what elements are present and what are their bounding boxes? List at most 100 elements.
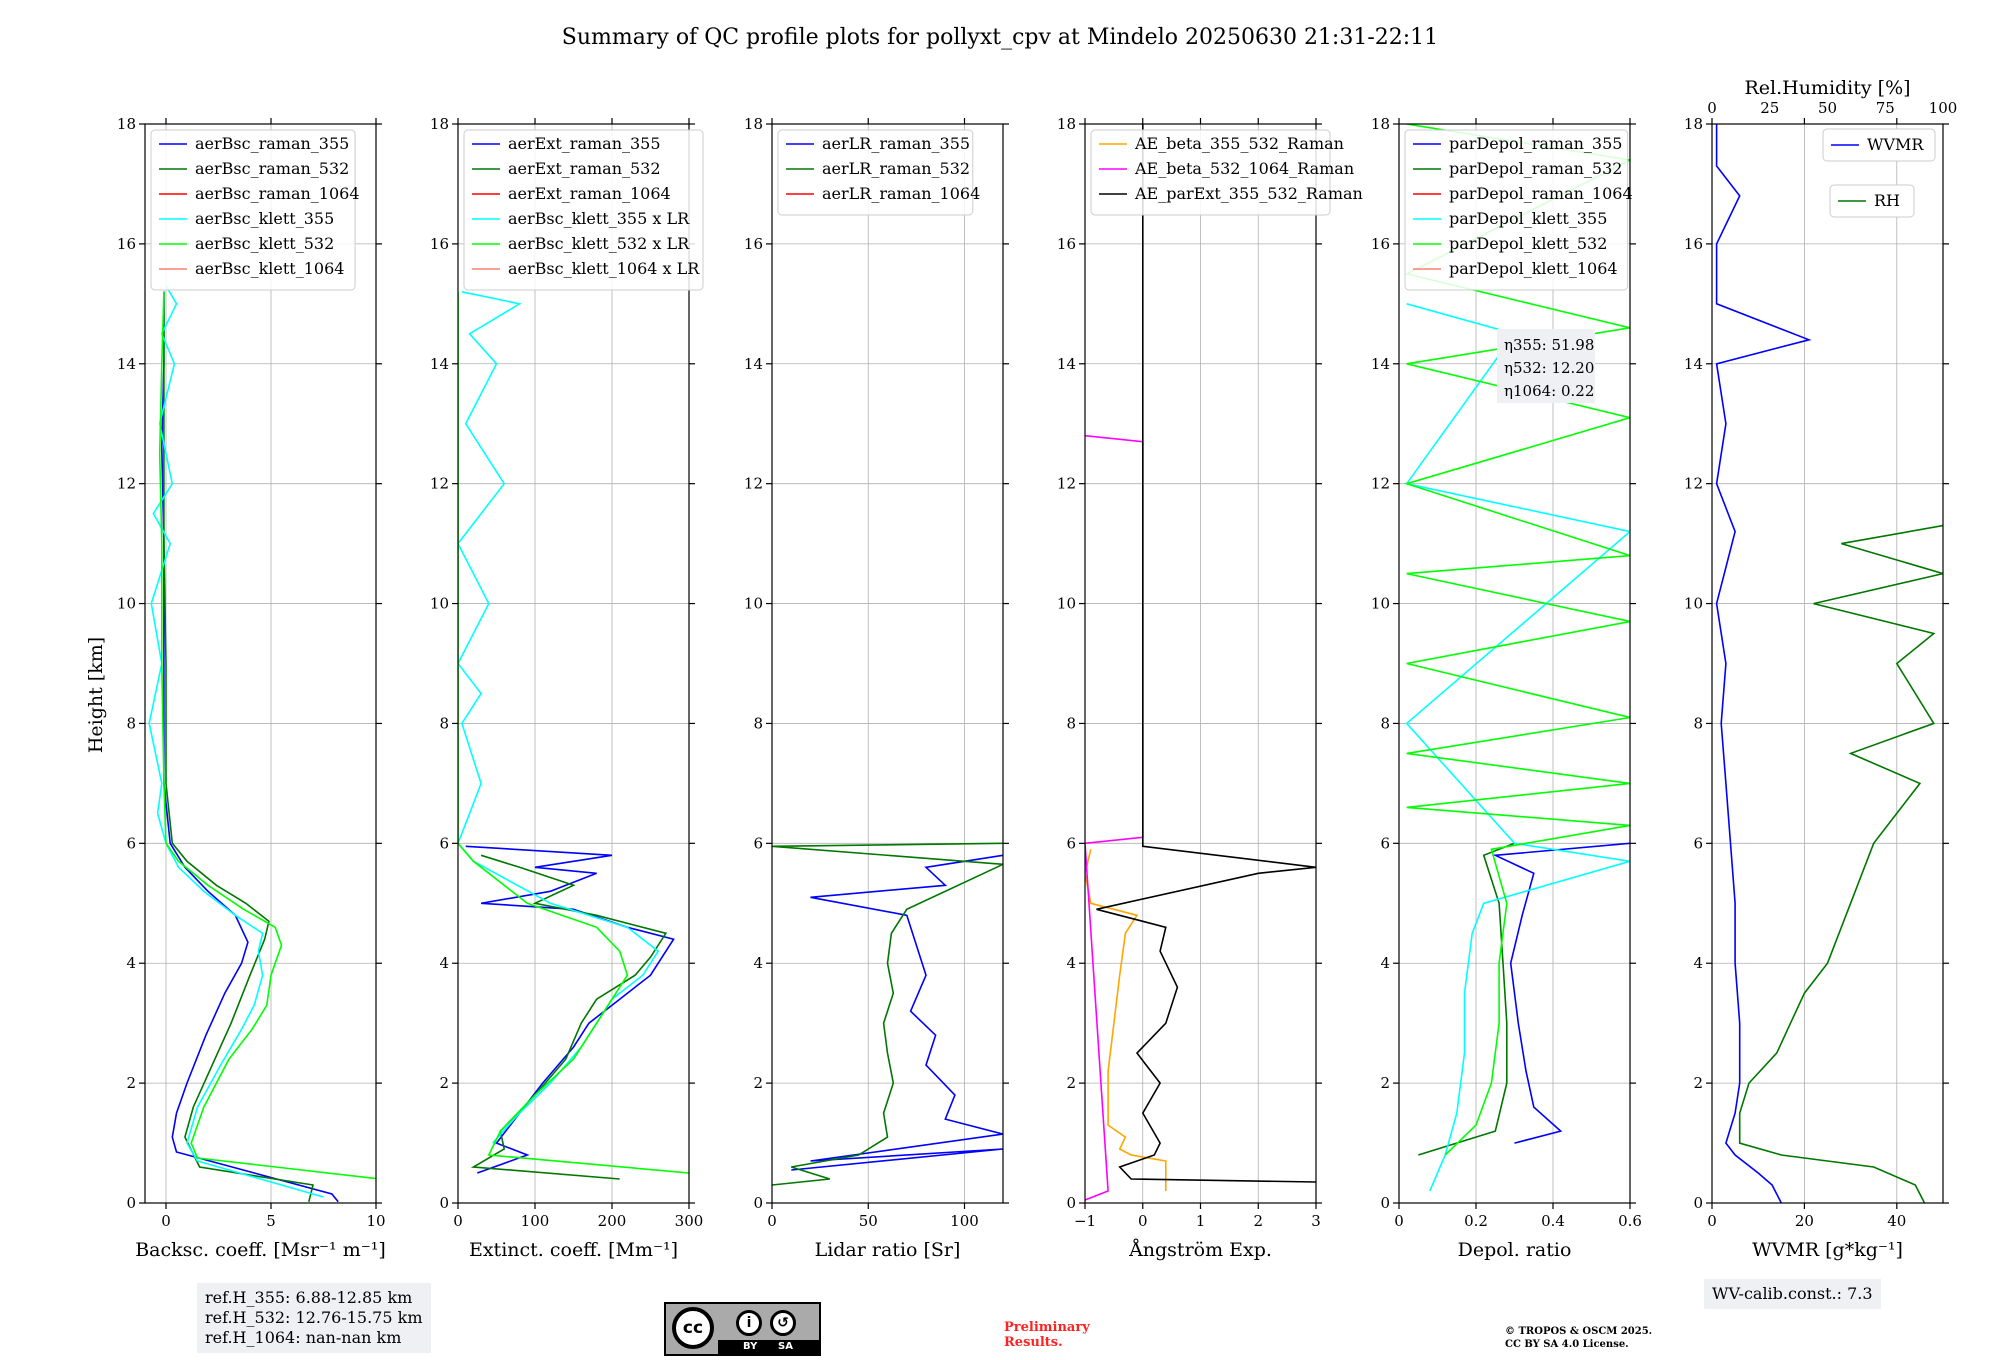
x-tick-label: 50: [859, 1212, 878, 1230]
legend-entry: aerBsc_klett_532: [195, 234, 334, 253]
y-tick-label: 2: [126, 1074, 136, 1092]
y-tick-label: 8: [1066, 714, 1076, 732]
top-axis-label: Rel.Humidity [%]: [1744, 77, 1910, 99]
y-tick-label: 10: [117, 595, 136, 613]
legend-entry: RH: [1874, 191, 1900, 210]
y-tick-label: 2: [753, 1074, 763, 1092]
sa-label: SA: [778, 1341, 793, 1352]
copyright-line-1: © TROPOS & OSCM 2025.: [1505, 1326, 1653, 1337]
y-tick-label: 18: [744, 115, 763, 133]
x-tick-label: 20: [1795, 1212, 1814, 1230]
top-tick-label: 50: [1818, 99, 1837, 117]
legend-entry: WVMR: [1867, 135, 1924, 154]
y-tick-label: 2: [1380, 1074, 1390, 1092]
y-tick-label: 6: [753, 834, 763, 852]
y-tick-label: 16: [430, 235, 449, 253]
y-tick-label: 18: [1057, 115, 1076, 133]
series-line-aerbsc-klett-355: [148, 285, 324, 1198]
plot-frame: [457, 123, 690, 1204]
y-tick-label: 10: [1684, 595, 1703, 613]
copyright-line-2: CC BY SA 4.0 License.: [1505, 1339, 1629, 1350]
x-tick-label: 0: [453, 1212, 463, 1230]
legend-entry: aerBsc_raman_1064: [195, 184, 360, 203]
x-axis-label: Depol. ratio: [1458, 1239, 1572, 1261]
y-tick-label: 12: [744, 475, 763, 493]
share-alike-icon: ↺: [770, 1310, 796, 1336]
x-tick-label: 40: [1887, 1212, 1906, 1230]
legend-entry: aerLR_raman_532: [822, 159, 970, 178]
y-tick-label: 14: [1684, 355, 1703, 373]
legend-entry: parDepol_klett_1064: [1449, 259, 1618, 278]
annotation-box: [1497, 329, 1595, 403]
series-line-aerbsc-klett-355-x-lr: [458, 291, 660, 1144]
person-icon: i: [736, 1310, 762, 1336]
legend-entry: aerExt_raman_355: [508, 134, 661, 153]
x-axis-label: WVMR [g*kg⁻¹]: [1752, 1239, 1903, 1261]
preliminary-line-2: Results.: [1004, 1335, 1063, 1350]
series-line-aerlr-raman-355: [791, 854, 1003, 1171]
series-line-aerbsc-raman-355: [160, 291, 339, 1203]
y-tick-label: 0: [1693, 1194, 1703, 1212]
legend-entry: parDepol_klett_532: [1449, 234, 1607, 253]
y-tick-label: 2: [439, 1074, 449, 1092]
x-tick-label: 2: [1253, 1212, 1263, 1230]
top-tick-label: 25: [1760, 99, 1779, 117]
license-bar: BY SA: [718, 1340, 819, 1354]
y-tick-label: 16: [1371, 235, 1390, 253]
legend-box: [1404, 129, 1629, 291]
legend-box: [1829, 184, 1915, 218]
x-tick-label: 10: [366, 1212, 385, 1230]
series-line-pardepol-raman-532: [1418, 842, 1515, 1156]
x-axis-label: Lidar ratio [Sr]: [815, 1239, 961, 1261]
series-line-aerbsc-klett-532: [158, 291, 376, 1180]
y-tick-label: 2: [1066, 1074, 1076, 1092]
x-tick-label: 0: [1138, 1212, 1148, 1230]
series-line-pardepol-klett-355: [1405, 303, 1630, 1192]
x-axis-label: Ångström Exp.: [1128, 1239, 1272, 1261]
y-tick-label: 8: [126, 714, 136, 732]
legend-box: [1822, 128, 1936, 162]
y-tick-label: 10: [1371, 595, 1390, 613]
series-line-ae-beta-532-1064-raman: [1085, 434, 1144, 1201]
y-tick-label: 0: [1066, 1194, 1076, 1212]
x-tick-label: −1: [1074, 1212, 1096, 1230]
y-tick-label: 0: [439, 1194, 449, 1212]
series-line-rh: [1738, 524, 1943, 1203]
reference-height-box: ref.H_355: 6.88-12.85 km ref.H_532: 12.7…: [197, 1283, 431, 1353]
y-tick-label: 6: [439, 834, 449, 852]
legend-entry: aerLR_raman_355: [822, 134, 970, 153]
y-tick-label: 2: [1693, 1074, 1703, 1092]
legend-entry: aerExt_raman_532: [508, 159, 661, 178]
panel-2: 0 2 4 6 8 10 12 14 16 18 0 100 200 300 Extinct. coeff.…: [430, 115, 704, 1261]
cc-license-badge: cc i ↺ BY SA: [664, 1302, 821, 1356]
y-tick-label: 12: [1371, 475, 1390, 493]
y-tick-label: 8: [1693, 714, 1703, 732]
y-tick-label: 14: [1057, 355, 1076, 373]
y-tick-label: 6: [1066, 834, 1076, 852]
y-tick-label: 10: [1057, 595, 1076, 613]
preliminary-note: Preliminary Results.: [1004, 1320, 1090, 1350]
legend-entry: AE_parExt_355_532_Raman: [1134, 184, 1363, 203]
x-axis-label: Extinct. coeff. [Mm⁻¹]: [469, 1239, 678, 1261]
y-tick-label: 0: [1380, 1194, 1390, 1212]
legend-entry: parDepol_raman_532: [1449, 159, 1622, 178]
wv-calibration-box: WV-calib.const.: 7.3: [1704, 1279, 1881, 1309]
legend-entry: AE_beta_532_1064_Raman: [1134, 159, 1354, 178]
legend-entry: aerBsc_klett_532 x LR: [508, 234, 690, 253]
x-tick-label: 0: [161, 1212, 171, 1230]
annotation-line: η355: 51.98: [1504, 336, 1594, 354]
x-tick-label: 1: [1196, 1212, 1206, 1230]
x-tick-label: 3: [1311, 1212, 1321, 1230]
legend-entry: AE_beta_355_532_Raman: [1134, 134, 1344, 153]
y-tick-label: 4: [126, 954, 136, 972]
plot-frame: [771, 123, 1004, 1204]
y-tick-label: 8: [439, 714, 449, 732]
legend-entry: aerBsc_klett_355 x LR: [508, 209, 690, 228]
legend-entry: aerBsc_raman_355: [195, 134, 349, 153]
x-axis-label: Backsc. coeff. [Msr⁻¹ m⁻¹]: [135, 1239, 386, 1261]
plot-frame: [144, 123, 377, 1204]
y-tick-label: 4: [1693, 954, 1703, 972]
series-line-ae-parext-355-532-raman: [1096, 124, 1316, 1183]
